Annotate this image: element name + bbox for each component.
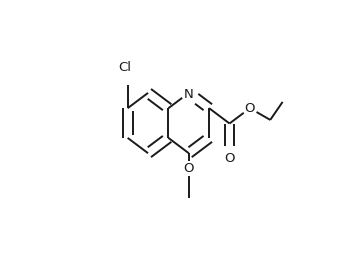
Text: N: N bbox=[184, 88, 194, 101]
Text: Cl: Cl bbox=[118, 61, 132, 74]
Text: O: O bbox=[245, 102, 255, 115]
Text: O: O bbox=[183, 162, 194, 175]
Text: O: O bbox=[224, 152, 235, 165]
